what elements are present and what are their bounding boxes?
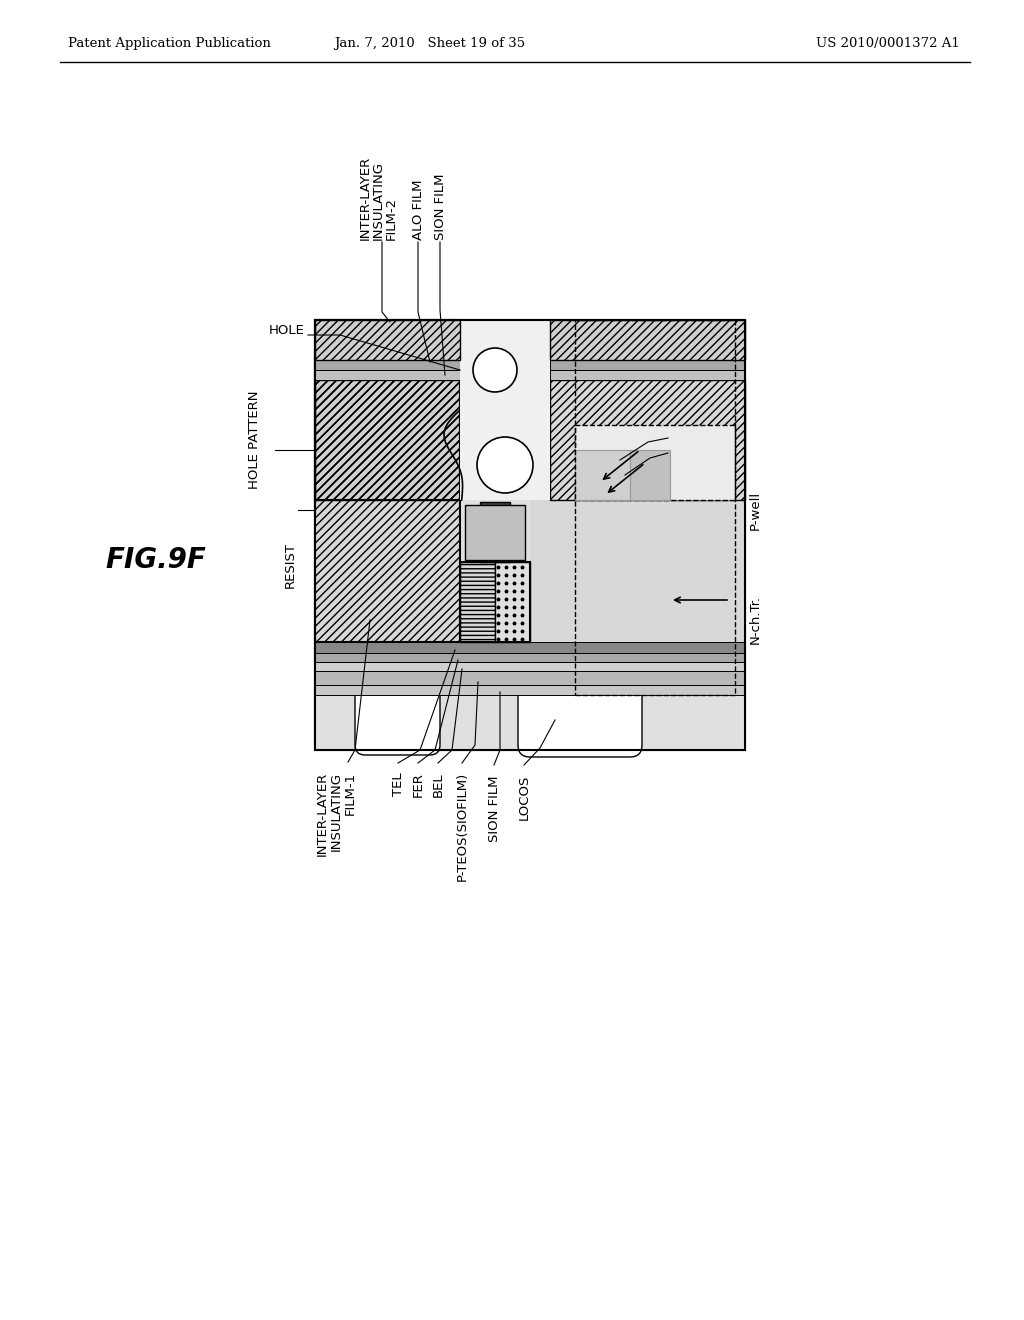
Text: FILM-2: FILM-2: [384, 197, 397, 240]
Text: RESIST: RESIST: [284, 543, 297, 587]
Text: INTER-LAYER: INTER-LAYER: [315, 772, 329, 857]
Bar: [550, 370, 745, 380]
Text: SION FILM: SION FILM: [487, 775, 501, 842]
Text: P-TEOS(SIOFILM): P-TEOS(SIOFILM): [456, 772, 469, 882]
Text: INTER-LAYER: INTER-LAYER: [358, 156, 372, 240]
Bar: [460, 562, 530, 642]
Text: HOLE: HOLE: [269, 323, 305, 337]
Bar: [315, 380, 460, 500]
Text: Patent Application Publication: Patent Application Publication: [68, 37, 271, 49]
FancyBboxPatch shape: [518, 673, 642, 756]
Bar: [460, 319, 550, 500]
Bar: [315, 380, 460, 500]
Text: N-ch.Tr.: N-ch.Tr.: [749, 595, 762, 644]
Bar: [315, 319, 460, 360]
Text: ALO FILM: ALO FILM: [412, 180, 425, 240]
Bar: [315, 319, 460, 500]
Bar: [315, 319, 745, 750]
Text: INSULATING: INSULATING: [372, 161, 384, 240]
Bar: [315, 642, 745, 653]
Bar: [550, 360, 745, 370]
Text: SION FILM: SION FILM: [433, 173, 446, 240]
Bar: [316, 321, 744, 748]
Bar: [550, 380, 745, 500]
Bar: [550, 319, 745, 360]
Text: BEL: BEL: [431, 772, 444, 797]
Text: HOLE PATTERN: HOLE PATTERN: [249, 391, 261, 490]
Bar: [315, 653, 745, 663]
Bar: [495, 562, 530, 642]
Text: INSULATING: INSULATING: [330, 772, 342, 851]
Text: P-well: P-well: [749, 491, 762, 529]
Bar: [315, 352, 460, 642]
Bar: [315, 319, 460, 360]
Bar: [315, 663, 745, 671]
Bar: [575, 425, 735, 500]
Text: Jan. 7, 2010   Sheet 19 of 35: Jan. 7, 2010 Sheet 19 of 35: [335, 37, 525, 49]
Bar: [465, 506, 525, 560]
Bar: [575, 450, 630, 500]
Bar: [530, 500, 555, 642]
Bar: [315, 360, 460, 370]
Bar: [315, 671, 745, 685]
Bar: [575, 319, 735, 696]
Bar: [630, 450, 670, 500]
Text: FER: FER: [412, 772, 425, 797]
Bar: [315, 685, 745, 696]
Bar: [315, 352, 460, 642]
Text: FILM-1: FILM-1: [343, 772, 356, 816]
Text: FIG.9F: FIG.9F: [105, 546, 206, 574]
Bar: [315, 319, 460, 500]
Text: B+: B+: [670, 437, 690, 450]
Text: TEL: TEL: [391, 772, 404, 796]
Bar: [315, 319, 745, 750]
Bar: [550, 380, 745, 500]
Bar: [315, 370, 460, 380]
Circle shape: [473, 348, 517, 392]
FancyBboxPatch shape: [355, 685, 440, 755]
Circle shape: [477, 437, 534, 492]
Text: LOCOS: LOCOS: [517, 775, 530, 820]
Bar: [550, 319, 745, 360]
Bar: [460, 562, 495, 642]
Text: US 2010/0001372 A1: US 2010/0001372 A1: [816, 37, 961, 49]
Bar: [480, 502, 510, 562]
Text: AS+: AS+: [670, 422, 698, 436]
Bar: [555, 500, 745, 642]
